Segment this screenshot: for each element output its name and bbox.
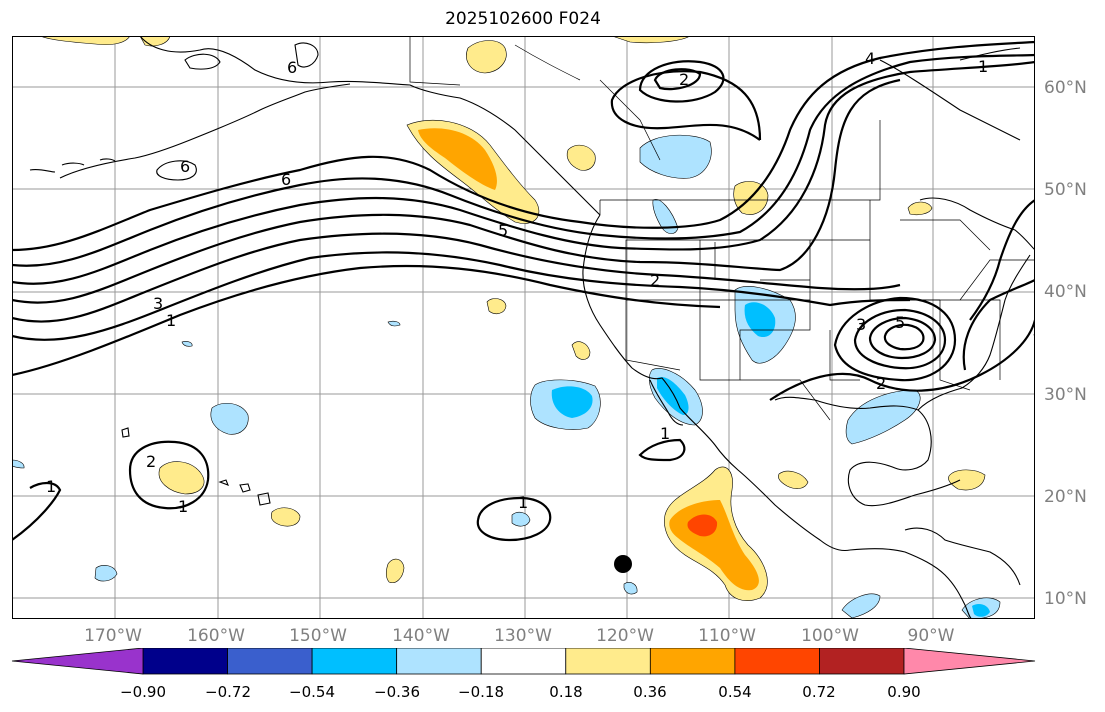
contour-label: 1 <box>660 424 670 443</box>
colorbar-segment <box>227 648 313 675</box>
map-svg: 6 6 6 5 3 1 2 4 1 2 5 3 2 1 1 2 1 1 1 <box>12 36 1035 619</box>
colorbar-segment <box>819 648 905 675</box>
colorbar-label: 0.18 <box>549 683 583 701</box>
colorbar-extend-min <box>11 648 144 675</box>
colorbar-segment <box>311 648 398 675</box>
contour-label: 1 <box>518 493 528 512</box>
contour-label: 1 <box>166 311 176 330</box>
colorbar-label: −0.72 <box>205 683 251 701</box>
coastlines <box>29 36 1035 619</box>
colorbar-extend-max <box>903 648 1036 675</box>
colorbar-label: 0.54 <box>718 683 752 701</box>
contour-label: 1 <box>1032 330 1035 349</box>
colorbar-segment <box>396 648 482 675</box>
lon-tick-label: 150°W <box>289 626 347 646</box>
colorbar-label: −0.36 <box>374 683 420 701</box>
colorbar-segment <box>734 648 820 675</box>
contour-label: 2 <box>876 374 886 393</box>
contour-label: 5 <box>498 221 508 240</box>
colorbar-segments <box>142 648 905 675</box>
lat-tick-label: 60°N <box>1044 78 1087 98</box>
colorbar-segment <box>649 648 736 675</box>
contour-label: 1 <box>978 57 988 76</box>
contour-label: 2 <box>679 70 689 89</box>
contour-label: 4 <box>865 49 875 68</box>
map-title: 2025102600 F024 <box>445 9 601 29</box>
lon-tick-label: 170°W <box>84 626 142 646</box>
lon-tick-label: 110°W <box>698 626 756 646</box>
colorbar-segment <box>565 648 651 675</box>
colorbar-label: 0.90 <box>887 683 921 701</box>
lat-tick-label: 20°N <box>1044 487 1087 507</box>
contour-label: 6 <box>281 170 291 189</box>
lat-tick-label: 30°N <box>1044 385 1087 405</box>
lon-tick-label: 130°W <box>494 626 552 646</box>
colorbar-label: 0.72 <box>802 683 836 701</box>
contour-labels: 6 6 6 5 3 1 2 4 1 2 5 3 2 1 1 2 1 1 1 <box>46 49 1035 516</box>
colorbar-label: 0.36 <box>633 683 667 701</box>
lat-tick-label: 10°N <box>1044 589 1087 609</box>
contour-label: 2 <box>650 271 660 290</box>
lon-tick-label: 160°W <box>187 626 245 646</box>
colorbar-segment <box>142 648 228 675</box>
map-panel[interactable]: 6 6 6 5 3 1 2 4 1 2 5 3 2 1 1 2 1 1 1 <box>12 36 1035 619</box>
lon-tick-label: 100°W <box>801 626 859 646</box>
contour-label: 5 <box>895 313 905 332</box>
position-marker[interactable] <box>614 555 632 573</box>
lon-tick-label: 120°W <box>596 626 654 646</box>
colorbar-label: −0.54 <box>289 683 335 701</box>
contour-label: 3 <box>153 294 163 313</box>
graticule <box>12 36 1035 619</box>
colorbar-segment <box>480 648 567 675</box>
contour-label: 1 <box>178 497 188 516</box>
contour-label: 3 <box>856 315 866 334</box>
lon-tick-label: 90°W <box>907 626 955 646</box>
height-contours <box>12 40 1035 542</box>
contour-label: 6 <box>287 58 297 77</box>
contour-label: 2 <box>146 452 156 471</box>
colorbar-label: −0.90 <box>120 683 166 701</box>
colorbar-label: −0.18 <box>458 683 504 701</box>
negative-anomaly-shading <box>12 134 1001 619</box>
colorbar <box>11 648 1036 675</box>
lat-tick-label: 50°N <box>1044 180 1087 200</box>
contour-label: 1 <box>46 477 56 496</box>
contour-label: 6 <box>180 157 190 176</box>
lon-tick-label: 140°W <box>392 626 450 646</box>
lat-tick-label: 40°N <box>1044 282 1087 302</box>
